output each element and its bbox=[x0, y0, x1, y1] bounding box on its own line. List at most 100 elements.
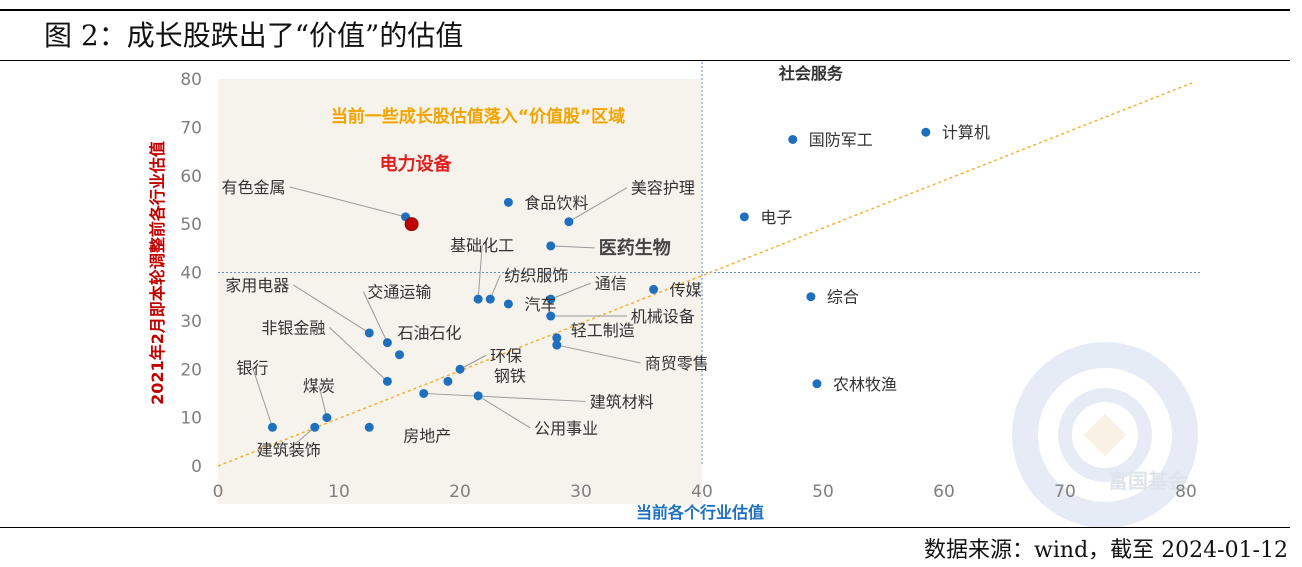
data-point bbox=[552, 340, 562, 350]
leader-line bbox=[556, 344, 641, 364]
x-axis-title: 当前各个行业估值 bbox=[636, 503, 764, 522]
data-point bbox=[473, 294, 483, 304]
data-point bbox=[419, 388, 429, 398]
data-point bbox=[404, 217, 419, 232]
y-axis-title: 2021年2月即本轮调整前各行业估值 bbox=[148, 141, 167, 405]
data-point bbox=[382, 338, 392, 348]
y-tick-label: 60 bbox=[180, 167, 202, 187]
data-point bbox=[485, 294, 495, 304]
y-tick-label: 10 bbox=[180, 409, 202, 429]
figure-title: 图 2：成长股跌出了“价值”的估值 bbox=[44, 19, 464, 52]
y-tick-label: 80 bbox=[180, 70, 202, 90]
svg-text:富国基金: 富国基金 bbox=[1108, 469, 1189, 493]
leader-line bbox=[289, 186, 406, 218]
data-point bbox=[649, 284, 659, 294]
point-label: 美容护理 bbox=[631, 179, 695, 198]
data-point bbox=[395, 350, 404, 360]
data-point bbox=[473, 391, 483, 401]
x-tick-label: 30 bbox=[570, 482, 592, 502]
point-label: 轻工制造 bbox=[571, 321, 635, 340]
leader-lines bbox=[251, 186, 641, 450]
point-label: 建筑材料 bbox=[590, 392, 654, 411]
leader-line bbox=[459, 354, 487, 370]
x-axis-ticks: 0 10 20 30 40 50 60 70 80 bbox=[213, 482, 1197, 502]
x-tick-label: 40 bbox=[691, 482, 713, 502]
point-label: 石油石化 bbox=[398, 324, 462, 343]
data-point bbox=[310, 422, 320, 432]
leader-line bbox=[251, 367, 273, 428]
leader-line bbox=[288, 426, 316, 450]
point-label: 电子 bbox=[760, 208, 792, 227]
y-tick-label: 40 bbox=[180, 264, 202, 284]
value-stock-region bbox=[218, 79, 702, 504]
data-point bbox=[564, 217, 574, 227]
y-tick-label: 70 bbox=[180, 118, 202, 138]
data-point bbox=[546, 294, 556, 304]
region-annotation: 当前一些成长股估值落入“价值股”区域 bbox=[331, 106, 625, 127]
data-point bbox=[503, 197, 513, 207]
point-label: 医药生物 bbox=[599, 237, 671, 259]
leader-line bbox=[550, 245, 595, 249]
x-tick-label: 60 bbox=[933, 482, 955, 502]
point-label: 公用事业 bbox=[534, 419, 598, 438]
data-point bbox=[322, 413, 332, 423]
data-point bbox=[546, 241, 556, 251]
data-point bbox=[364, 328, 374, 338]
y-tick-label: 20 bbox=[180, 360, 202, 380]
data-point bbox=[552, 333, 562, 343]
point-label: 非银金融 bbox=[261, 318, 325, 337]
leader-line bbox=[318, 385, 328, 418]
point-label: 有色金属 bbox=[222, 178, 286, 197]
y-tick-label: 0 bbox=[191, 457, 202, 477]
point-label: 家用电器 bbox=[225, 276, 289, 295]
point-label: 食品饮料 bbox=[524, 193, 588, 212]
point-label: 交通运输 bbox=[367, 283, 431, 302]
data-point bbox=[806, 292, 816, 302]
point-label: 钢铁 bbox=[494, 366, 526, 385]
point-label: 建筑装饰 bbox=[257, 440, 321, 459]
point-label: 综合 bbox=[827, 288, 859, 307]
point-label: 计算机 bbox=[942, 123, 990, 142]
point-label: 机械设备 bbox=[631, 307, 695, 326]
point-label: 国防军工 bbox=[809, 130, 873, 149]
point-label: 煤炭 bbox=[303, 377, 335, 396]
x-tick-label: 0 bbox=[213, 482, 224, 502]
top-rule bbox=[0, 9, 1290, 11]
data-point bbox=[812, 379, 822, 389]
point-label: 房地产 bbox=[403, 426, 451, 445]
point-label: 电力设备 bbox=[380, 153, 453, 175]
point-label: 纺织服饰 bbox=[504, 266, 568, 285]
leader-line bbox=[329, 326, 388, 382]
bottom-rule bbox=[0, 527, 1290, 528]
data-point bbox=[503, 299, 513, 309]
point-label: 社会服务 bbox=[778, 64, 844, 83]
leader-line bbox=[423, 392, 586, 402]
point-label: 汽车 bbox=[524, 295, 556, 314]
x-tick-label: 70 bbox=[1054, 482, 1076, 502]
point-label: 通信 bbox=[595, 274, 627, 293]
leader-line bbox=[568, 187, 628, 223]
data-point bbox=[364, 422, 374, 432]
data-point bbox=[382, 376, 392, 386]
leader-line bbox=[362, 291, 388, 343]
title-rule bbox=[0, 60, 1290, 61]
data-source: 数据来源：wind，截至 2024-01-12 bbox=[924, 538, 1288, 563]
data-point bbox=[921, 127, 931, 137]
y-tick-label: 30 bbox=[180, 312, 202, 332]
leader-line bbox=[550, 282, 591, 300]
data-point bbox=[788, 134, 798, 144]
data-point bbox=[739, 212, 749, 222]
point-label: 基础化工 bbox=[450, 236, 514, 255]
x-tick-label: 50 bbox=[812, 482, 834, 502]
x-tick-label: 10 bbox=[328, 482, 350, 502]
y-axis-ticks: 0 10 20 30 40 50 60 70 80 bbox=[180, 70, 202, 477]
point-label: 传媒 bbox=[670, 280, 702, 299]
leader-line bbox=[477, 395, 531, 429]
data-point bbox=[455, 364, 465, 374]
data-point bbox=[267, 422, 277, 432]
point-label: 环保 bbox=[490, 346, 522, 365]
point-label: 银行 bbox=[236, 358, 268, 377]
y-tick-label: 50 bbox=[180, 215, 202, 235]
